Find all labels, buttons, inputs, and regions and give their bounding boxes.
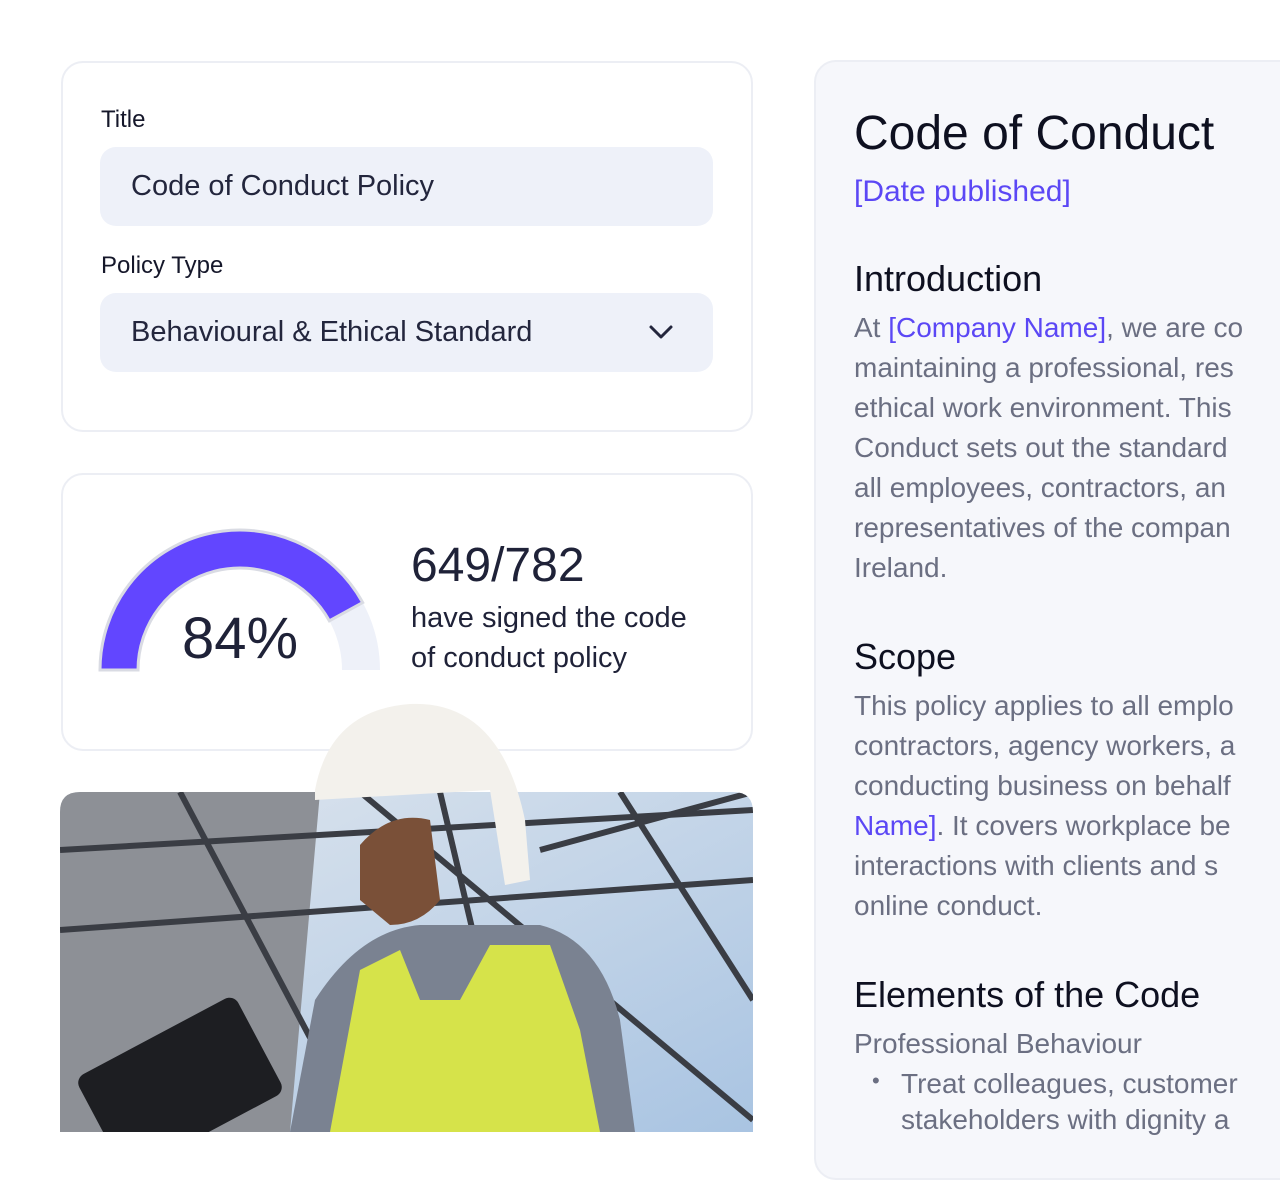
- text-line: Conduct sets out the standard: [854, 432, 1228, 464]
- bullet-line: stakeholders with dignity a: [901, 1104, 1230, 1135]
- text: interactions with clients and s: [854, 850, 1219, 881]
- doc-title: Code of Conduct: [854, 107, 1215, 160]
- field-label: Policy Type: [101, 252, 224, 279]
- text: . It covers workplace be: [936, 810, 1231, 841]
- section-heading: Introduction: [854, 258, 1043, 299]
- doc-date: [Date published]: [854, 175, 1071, 208]
- section-heading: Elements of the Code: [854, 974, 1201, 1015]
- text: conducting business on behalf: [854, 770, 1231, 801]
- text-line: interactions with clients and s: [854, 850, 1218, 882]
- section-heading: Scope: [854, 636, 957, 677]
- text-line: maintaining a professional, res: [854, 352, 1234, 384]
- text: representatives of the compan: [854, 512, 1231, 543]
- text-line: ethical work environment. This: [854, 392, 1232, 424]
- gauge: [98, 528, 380, 672]
- text: Conduct sets out the standard: [854, 432, 1228, 463]
- text: This policy applies to all emplo: [854, 690, 1234, 721]
- text: Ireland.: [854, 552, 948, 583]
- caption-line: have signed the code: [411, 602, 687, 634]
- signed-count: 649/782: [411, 539, 585, 592]
- text: ethical work environment. This: [854, 392, 1232, 423]
- bullet-line: Treat colleagues, customer: [901, 1068, 1238, 1099]
- text: maintaining a professional, res: [854, 352, 1234, 383]
- text: all employees, contractors, an: [854, 472, 1226, 503]
- gauge-label: 84%: [181, 606, 299, 671]
- form-card: [61, 61, 753, 432]
- text-line: At [Company Name], we are co: [854, 312, 1243, 344]
- chevron: [649, 325, 673, 339]
- text: , we are co: [1106, 312, 1244, 343]
- text: contractors, agency workers, a: [854, 730, 1236, 761]
- section-subheading: Professional Behaviour: [854, 1028, 1142, 1059]
- text-line: This policy applies to all emplo: [854, 690, 1234, 722]
- text: online conduct.: [854, 890, 1043, 921]
- bullet-dot: •: [872, 1068, 880, 1093]
- gauge-arc: [98, 528, 365, 672]
- signed-caption: have signed the code of conduct policy: [411, 598, 687, 678]
- field-label: Title: [101, 106, 146, 133]
- title-input[interactable]: Code of Conduct Policy: [100, 147, 713, 226]
- placeholder: [Company Name]: [888, 312, 1107, 343]
- type-select[interactable]: Behavioural & Ethical Standard: [100, 293, 713, 372]
- text-line: representatives of the compan: [854, 512, 1231, 544]
- placeholder: Name]: [854, 810, 937, 841]
- text-line: conducting business on behalf: [854, 770, 1231, 802]
- text: At: [854, 312, 889, 343]
- text-line: Ireland.: [854, 552, 947, 584]
- page: Title Code of Conduct Policy Policy Type…: [60, 60, 1280, 1180]
- text-line: contractors, agency workers, a: [854, 730, 1235, 762]
- document-panel: [814, 60, 1280, 1180]
- photo: [60, 703, 753, 1132]
- text-line: all employees, contractors, an: [854, 472, 1226, 504]
- caption-line: of conduct policy: [411, 642, 628, 674]
- select-value: Behavioural & Ethical Standard: [131, 316, 533, 348]
- text-line: Name]. It covers workplace be: [854, 810, 1231, 842]
- text-line: online conduct.: [854, 890, 1042, 922]
